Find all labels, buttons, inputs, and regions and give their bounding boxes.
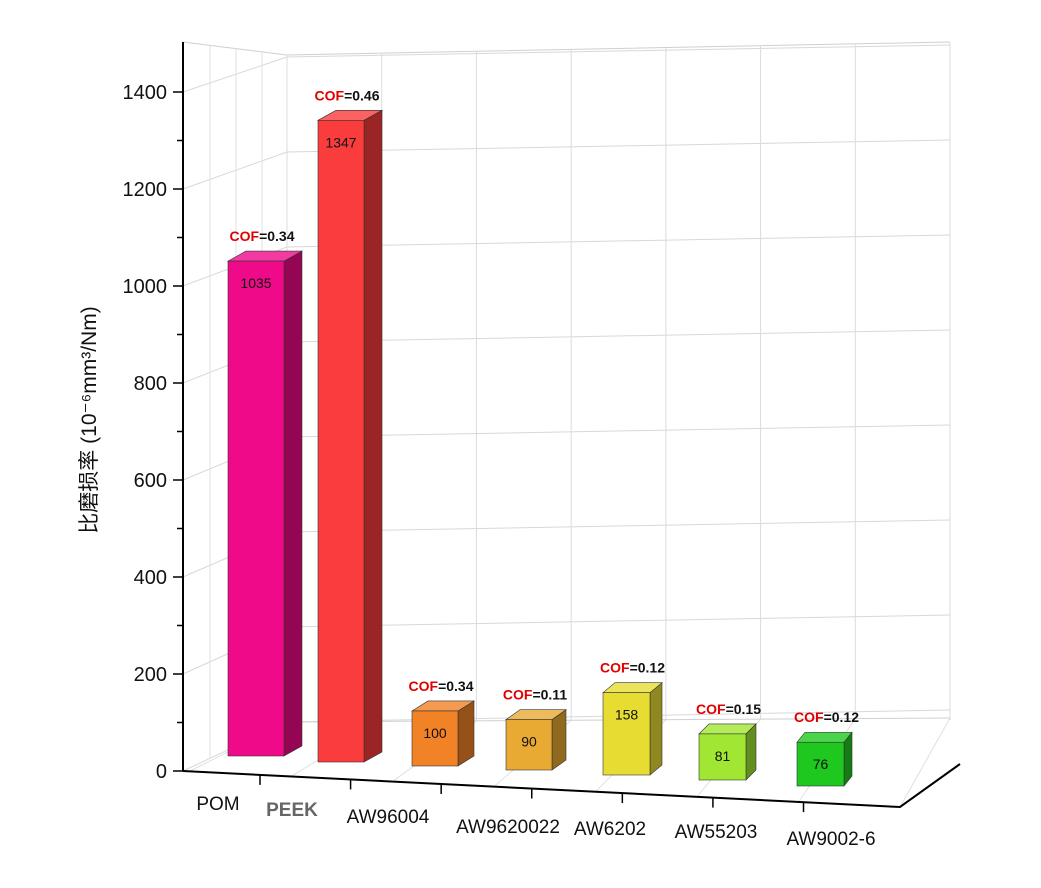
bar-aw96004 <box>410 700 476 767</box>
back-wall-gridline <box>286 44 951 58</box>
bar-side-face <box>551 709 567 771</box>
data-label-aw6202: 158 <box>615 707 639 723</box>
x-tick-label-pom: POM <box>196 794 239 815</box>
bar-peek <box>316 109 384 763</box>
x-tick-label-aw9620022: AW9620022 <box>456 817 560 838</box>
side-wall-gridline <box>182 56 288 93</box>
bar-aw9002-6 <box>796 731 853 787</box>
x-tick-label-peek: PEEK <box>266 800 318 821</box>
bar-side-face <box>457 700 475 767</box>
bar-pom <box>226 250 304 757</box>
bar-aw6202 <box>602 682 663 776</box>
back-wall-gridline <box>286 519 951 533</box>
back-wall-gridline <box>286 234 951 248</box>
x-tick-label-aw96004: AW96004 <box>347 807 430 828</box>
cof-annotation-aw9002-6: COF=0.12 <box>794 709 859 725</box>
bar-front-face <box>505 719 553 771</box>
axes-group <box>173 42 961 813</box>
bar-top-face <box>698 723 757 735</box>
back-wall-gridline <box>286 139 951 153</box>
floor-gridline <box>899 717 951 808</box>
y-tick-label: 400 <box>134 567 167 589</box>
data-label-aw96004: 100 <box>423 725 447 741</box>
cof-value: =0.12 <box>824 709 860 725</box>
cof-annotation-aw55203: COF=0.15 <box>696 701 761 717</box>
y-tick-label: 800 <box>134 373 167 395</box>
data-label-peek: 1347 <box>325 134 356 150</box>
y-tick-label: 1000 <box>123 276 168 298</box>
bar-front-face <box>411 710 459 767</box>
cof-value: =0.34 <box>438 678 474 694</box>
cof-key: COF <box>600 660 630 676</box>
bar-front-face <box>227 260 285 757</box>
data-label-aw9002-6: 76 <box>813 756 829 772</box>
y-tick-label: 0 <box>156 761 167 783</box>
wall-top-edge <box>182 41 951 56</box>
data-label-pom: 1035 <box>240 275 271 291</box>
back-wall-gridline <box>286 329 951 343</box>
cof-value: =0.11 <box>532 687 567 703</box>
y-tick-label: 1400 <box>123 82 168 104</box>
bar-side-face <box>363 109 383 763</box>
x-tick-label-aw6202: AW6202 <box>574 819 646 840</box>
cof-key: COF <box>794 709 824 725</box>
cof-annotation-peek: COF=0.46 <box>315 87 380 103</box>
bar-aw9620022 <box>505 709 567 771</box>
cof-value: =0.15 <box>726 701 762 717</box>
cof-annotation-aw6202: COF=0.12 <box>600 660 665 676</box>
side-wall-gridline <box>182 151 288 190</box>
x-tick-label-aw55203: AW55203 <box>675 822 758 843</box>
data-label-aw55203: 81 <box>715 748 731 764</box>
cof-value: =0.46 <box>344 87 380 103</box>
back-wall-gridline <box>286 614 951 628</box>
y-tick-label: 1200 <box>123 179 168 201</box>
bar-front-face <box>602 692 651 776</box>
bar-side-face <box>649 682 663 776</box>
y-tick-label: 200 <box>134 664 167 686</box>
cof-key: COF <box>315 87 345 103</box>
bar-aw55203 <box>698 723 757 781</box>
bar-side-face <box>283 250 303 757</box>
cof-value: =0.12 <box>630 660 666 676</box>
cof-annotation-aw96004: COF=0.34 <box>409 678 474 694</box>
cof-key: COF <box>230 228 260 244</box>
bar-front-face <box>317 120 365 763</box>
cof-key: COF <box>409 678 439 694</box>
labels-group: 1035COF=0.341347COF=0.46100COF=0.3490COF… <box>123 82 876 850</box>
y-tick-label: 600 <box>134 470 167 492</box>
cof-key: COF <box>696 701 726 717</box>
y-axis-title: 比磨损率 (10⁻⁶mm³/Nm) <box>78 306 101 533</box>
back-wall-gridline <box>286 424 951 438</box>
cof-value: =0.34 <box>259 228 295 244</box>
cof-key: COF <box>503 687 533 703</box>
x-tick-label-aw9002-6: AW9002-6 <box>786 829 875 850</box>
x-axis-line <box>182 763 961 809</box>
bar-top-face <box>796 731 853 743</box>
data-label-aw9620022: 90 <box>521 734 537 750</box>
bar-front-face <box>796 741 845 787</box>
cof-annotation-aw9620022: COF=0.11 <box>503 687 567 703</box>
bars-group <box>226 109 853 787</box>
cof-annotation-pom: COF=0.34 <box>230 228 295 244</box>
bar-front-face <box>698 733 747 781</box>
